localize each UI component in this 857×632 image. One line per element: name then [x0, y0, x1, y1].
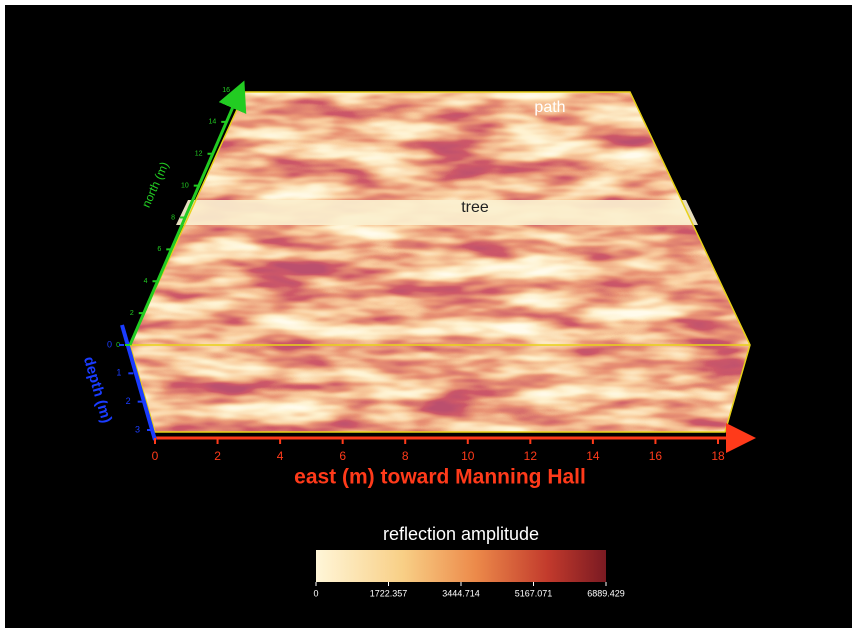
colorbar-tick-label: 5167.071 [515, 588, 553, 598]
x-tick-label: 16 [649, 449, 663, 463]
colorbar-tick-label: 0 [313, 588, 318, 598]
colorbar [316, 550, 606, 582]
y-tick-label: 10 [181, 182, 189, 189]
tree-band [176, 200, 698, 225]
x-tick-label: 6 [339, 449, 346, 463]
y-tick-label: 2 [130, 310, 134, 317]
y-tick-label: 4 [144, 278, 148, 285]
x-tick-label: 0 [152, 449, 159, 463]
depth-tick-label: 2 [126, 396, 131, 406]
front-face [130, 345, 750, 432]
x-tick-label: 12 [524, 449, 538, 463]
depth-tick-label: 3 [135, 424, 140, 434]
depth-tick-label: 1 [116, 368, 121, 378]
x-tick-label: 14 [586, 449, 600, 463]
colorbar-title: reflection amplitude [383, 524, 539, 544]
x-tick-label: 2 [214, 449, 221, 463]
x-tick-label: 4 [277, 449, 284, 463]
y-tick-label: 12 [195, 151, 203, 158]
visualization: path tree east (m) toward Manning Hall n… [0, 0, 857, 632]
colorbar-tick-label: 1722.357 [370, 588, 408, 598]
y-tick-label: 8 [171, 214, 175, 221]
colorbar-tick-label: 3444.714 [442, 588, 480, 598]
x-tick-label: 10 [461, 449, 475, 463]
x-tick-label: 8 [402, 449, 409, 463]
y-tick-label: 14 [208, 119, 216, 126]
x-axis-label: east (m) toward Manning Hall [294, 466, 586, 489]
x-tick-label: 18 [711, 449, 725, 463]
annotation: path [534, 99, 565, 116]
depth-tick-label: 0 [107, 339, 112, 349]
y-tick-label: 6 [157, 246, 161, 253]
y-tick-label: 16 [222, 87, 230, 94]
annotation: tree [461, 199, 489, 216]
colorbar-tick-label: 6889.429 [587, 588, 625, 598]
